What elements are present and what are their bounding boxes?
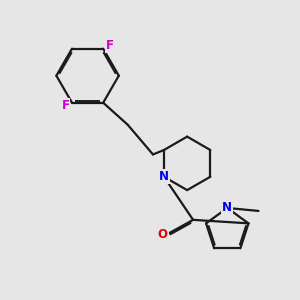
Text: O: O [158,228,168,241]
Text: N: N [159,170,169,183]
Text: F: F [106,39,114,52]
Text: F: F [61,99,69,112]
Text: N: N [222,202,232,214]
